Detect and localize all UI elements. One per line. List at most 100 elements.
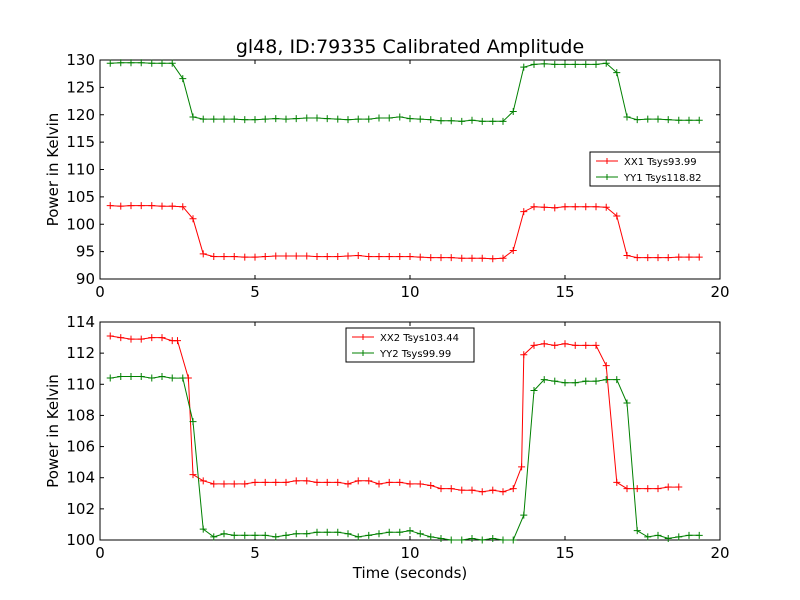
x-tick-label: 20 bbox=[710, 544, 729, 562]
data-point-marker bbox=[148, 334, 156, 342]
data-point-marker bbox=[189, 215, 197, 223]
data-point-marker bbox=[251, 253, 259, 261]
data-point-marker bbox=[220, 115, 228, 123]
legend-label: YY2 Tsys99.99 bbox=[379, 349, 451, 360]
data-point-marker bbox=[375, 253, 383, 261]
data-point-marker bbox=[675, 483, 683, 491]
x-tick-label: 5 bbox=[250, 283, 260, 301]
legend-box bbox=[345, 327, 475, 363]
data-point-marker bbox=[251, 116, 259, 124]
x-tick-label: 10 bbox=[400, 283, 419, 301]
series-line bbox=[110, 62, 700, 122]
data-point-marker bbox=[489, 534, 497, 542]
data-point-marker bbox=[148, 59, 156, 67]
data-point-marker bbox=[220, 480, 228, 488]
data-point-marker bbox=[551, 204, 559, 212]
data-point-marker bbox=[179, 374, 187, 382]
data-point-marker bbox=[644, 485, 652, 493]
data-point-marker bbox=[148, 202, 156, 210]
data-point-marker bbox=[654, 115, 662, 123]
data-point-marker bbox=[592, 60, 600, 68]
data-point-marker bbox=[695, 253, 703, 261]
data-point-marker bbox=[644, 254, 652, 262]
y-tick-label: 95 bbox=[76, 243, 95, 261]
data-point-marker bbox=[571, 203, 579, 211]
y-tick-label: 104 bbox=[66, 469, 95, 487]
data-point-marker bbox=[375, 530, 383, 538]
data-point-marker bbox=[323, 253, 331, 261]
data-point-marker bbox=[272, 115, 280, 123]
data-point-marker bbox=[664, 534, 672, 542]
data-point-marker bbox=[158, 202, 166, 210]
data-point-marker bbox=[292, 477, 300, 485]
y-tick-label: 108 bbox=[66, 406, 95, 424]
data-point-marker bbox=[623, 113, 631, 121]
data-point-marker bbox=[509, 247, 517, 255]
data-point-marker bbox=[230, 531, 238, 539]
data-point-marker bbox=[106, 374, 114, 382]
data-point-marker bbox=[561, 340, 569, 348]
x-tick-label: 15 bbox=[555, 544, 574, 562]
series-line bbox=[110, 375, 700, 541]
data-point-marker bbox=[106, 332, 114, 340]
data-point-marker bbox=[117, 202, 125, 210]
data-point-marker bbox=[117, 59, 125, 67]
data-point-marker bbox=[664, 116, 672, 124]
data-point-marker bbox=[127, 335, 135, 343]
data-point-marker bbox=[292, 530, 300, 538]
data-point-marker bbox=[675, 533, 683, 541]
data-point-marker bbox=[623, 485, 631, 493]
series-line bbox=[110, 205, 700, 260]
data-point-marker bbox=[582, 377, 590, 385]
data-point-marker bbox=[375, 480, 383, 488]
data-point-marker bbox=[685, 531, 693, 539]
data-point-marker bbox=[458, 254, 466, 262]
data-point-marker bbox=[685, 116, 693, 124]
data-point-marker bbox=[654, 254, 662, 262]
data-point-marker bbox=[592, 203, 600, 211]
data-point-marker bbox=[220, 253, 228, 261]
data-point-marker bbox=[210, 480, 218, 488]
data-point-marker bbox=[633, 254, 641, 262]
data-point-marker bbox=[571, 379, 579, 387]
data-point-marker bbox=[323, 115, 331, 123]
data-point-marker bbox=[396, 478, 404, 486]
data-point-marker bbox=[416, 480, 424, 488]
data-point-marker bbox=[354, 115, 362, 123]
figure-x-axis-label: Time (seconds) bbox=[352, 564, 468, 582]
data-point-marker bbox=[158, 334, 166, 342]
data-point-marker bbox=[416, 530, 424, 538]
data-point-marker bbox=[344, 252, 352, 260]
data-point-marker bbox=[437, 254, 445, 262]
data-point-marker bbox=[282, 478, 290, 486]
data-point-marker bbox=[695, 116, 703, 124]
data-point-marker bbox=[158, 59, 166, 67]
data-point-marker bbox=[210, 115, 218, 123]
data-point-marker bbox=[499, 488, 507, 496]
data-point-marker bbox=[282, 115, 290, 123]
data-point-marker bbox=[458, 486, 466, 494]
data-point-marker bbox=[602, 59, 610, 67]
data-point-marker bbox=[313, 114, 321, 122]
data-point-marker bbox=[385, 528, 393, 536]
figure-title: gl48, ID:79335 Calibrated Amplitude bbox=[236, 36, 584, 58]
data-point-marker bbox=[633, 485, 641, 493]
data-point-marker bbox=[478, 536, 486, 544]
y-tick-label: 120 bbox=[66, 106, 95, 124]
data-point-marker bbox=[540, 203, 548, 211]
data-point-marker bbox=[199, 250, 207, 258]
data-point-marker bbox=[520, 208, 528, 216]
data-point-marker bbox=[137, 335, 145, 343]
data-point-marker bbox=[582, 341, 590, 349]
data-point-marker bbox=[489, 255, 497, 263]
data-point-marker bbox=[313, 478, 321, 486]
data-point-marker bbox=[416, 115, 424, 123]
data-point-marker bbox=[303, 252, 311, 260]
data-point-marker bbox=[540, 60, 548, 68]
data-point-marker bbox=[613, 478, 621, 486]
data-point-marker bbox=[551, 377, 559, 385]
data-point-marker bbox=[365, 115, 373, 123]
data-point-marker bbox=[478, 488, 486, 496]
legend-label: XX2 Tsys103.44 bbox=[380, 333, 459, 344]
